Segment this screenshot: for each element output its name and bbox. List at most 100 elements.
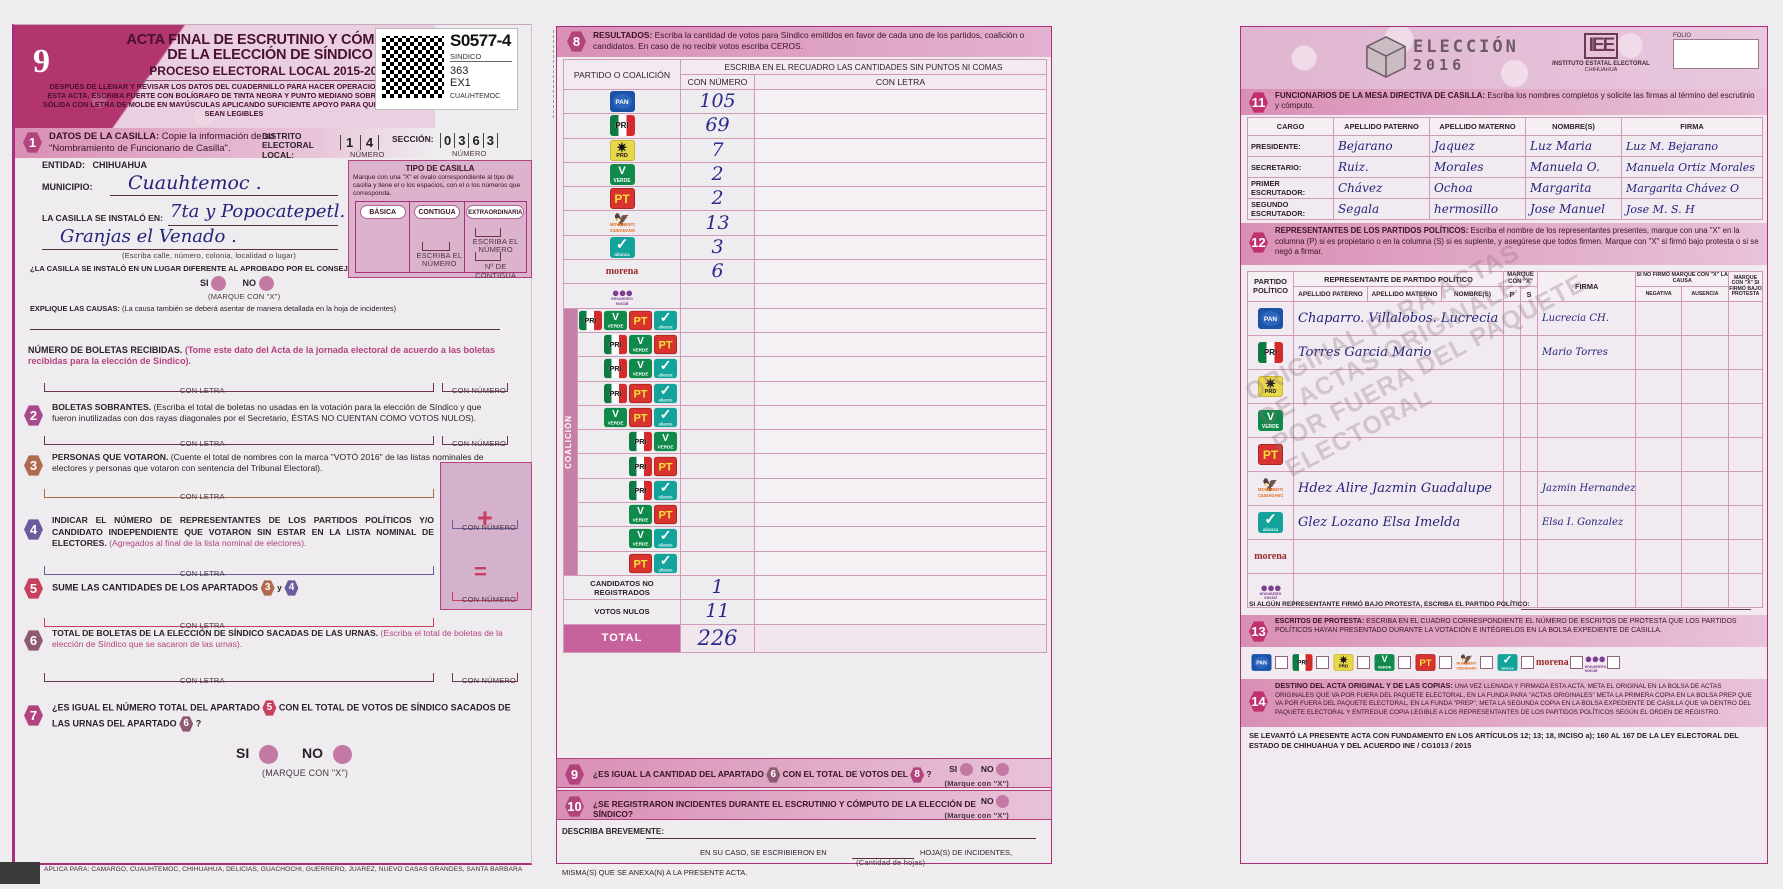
rep-p-7[interactable] [1503, 539, 1521, 574]
rep-p-3[interactable] [1503, 403, 1521, 438]
party-votes-6[interactable]: 3 [680, 234, 755, 261]
rep-ausencia-4[interactable] [1680, 437, 1730, 472]
diferente-si-oval[interactable] [211, 276, 227, 291]
section10-no-oval[interactable] [996, 795, 1009, 808]
tipo-option-extraordinaria[interactable]: EXTRAORDINARIA ESCRIBA EL NÚMERO Nº DE C… [465, 202, 526, 280]
votos-nulos-letra[interactable] [754, 599, 1047, 625]
item3-numero-field[interactable] [452, 520, 518, 529]
party-votes-1[interactable]: 69 [680, 113, 755, 139]
protest-count-box-es[interactable] [1607, 655, 1621, 669]
official-materno-0[interactable]: Jaquez [1429, 135, 1526, 157]
coalition-votes-2[interactable] [680, 356, 755, 382]
protest-count-box-prd[interactable] [1357, 655, 1370, 669]
rep-s-4[interactable] [1520, 437, 1538, 472]
protest-party-input[interactable] [1521, 599, 1751, 610]
no-registrados-letra[interactable] [754, 574, 1047, 601]
official-paterno-1[interactable]: Ruiz. [1333, 156, 1430, 178]
rep-negativa-0[interactable] [1635, 301, 1682, 336]
official-firma-1[interactable]: Manuela Ortiz Morales [1621, 156, 1763, 178]
coalition-letras-4[interactable] [754, 404, 1047, 431]
item0-numero-field[interactable] [442, 383, 508, 392]
rep-negativa-8[interactable] [1635, 573, 1682, 608]
tipo-option-basica[interactable]: BÁSICA [356, 202, 411, 272]
rep-name-6[interactable]: Glez Lozano Elsa Imelda [1293, 505, 1504, 540]
item4-letra-field[interactable] [44, 618, 434, 627]
protest-count-box-verde[interactable] [1398, 655, 1411, 669]
rep-p-6[interactable] [1503, 505, 1521, 540]
section-7-si-no[interactable]: SI NO [236, 745, 352, 764]
rep-ausencia-2[interactable] [1680, 369, 1730, 404]
diferente-no-oval[interactable] [258, 276, 274, 291]
item5-numero-field[interactable] [452, 673, 518, 682]
rep-name-7[interactable] [1293, 539, 1504, 574]
total-numero[interactable]: 226 [680, 623, 755, 653]
tipo-option-basica-oval[interactable]: BÁSICA [359, 205, 406, 219]
official-materno-1[interactable]: Morales [1429, 156, 1526, 178]
rep-s-3[interactable] [1520, 403, 1538, 438]
rep-p-0[interactable] [1503, 301, 1521, 336]
party-letras-2[interactable] [754, 137, 1047, 163]
describa-input[interactable] [646, 826, 1036, 839]
item2-letra-field[interactable] [44, 489, 434, 498]
coalition-letras-1[interactable] [754, 331, 1047, 358]
item0-letra-field[interactable] [44, 383, 434, 392]
rep-ausencia-0[interactable] [1680, 301, 1730, 336]
official-nombres-3[interactable]: Jose Manuel [1525, 198, 1622, 220]
hojas-input[interactable] [852, 847, 914, 859]
rep-ausencia-1[interactable] [1680, 335, 1730, 370]
coalition-letras-6[interactable] [754, 453, 1047, 479]
official-materno-3[interactable]: hermosillo [1429, 198, 1526, 220]
coalition-votes-5[interactable] [680, 429, 755, 455]
rep-s-2[interactable] [1520, 369, 1538, 404]
rep-bajo-protesta-8[interactable] [1728, 573, 1763, 608]
rep-name-5[interactable]: Hdez Alire Jazmin Guadalupe [1293, 471, 1504, 506]
official-materno-2[interactable]: Ochoa [1429, 177, 1526, 199]
rep-firma-2[interactable] [1536, 369, 1637, 404]
official-nombres-1[interactable]: Manuela O. [1525, 156, 1622, 178]
party-letras-4[interactable] [754, 186, 1047, 212]
protest-count-box-na[interactable] [1521, 655, 1534, 669]
rep-negativa-7[interactable] [1635, 539, 1682, 574]
coalition-votes-8[interactable] [680, 502, 755, 528]
coalition-letras-8[interactable] [754, 502, 1047, 528]
section9-si-oval[interactable] [959, 763, 973, 776]
section7-si-oval[interactable] [259, 745, 279, 764]
protest-count-box-mc[interactable] [1480, 655, 1493, 669]
coalition-votes-0[interactable] [680, 307, 755, 333]
protest-count-box-pan[interactable] [1275, 655, 1288, 669]
no-registrados-numero[interactable]: 1 [680, 574, 755, 601]
party-letras-7[interactable] [754, 259, 1047, 285]
section7-no-oval[interactable] [332, 745, 352, 764]
rep-negativa-6[interactable] [1635, 505, 1682, 540]
total-letra[interactable] [754, 623, 1047, 653]
item5-letra-field[interactable] [44, 673, 434, 682]
rep-name-8[interactable] [1293, 573, 1504, 608]
rep-name-1[interactable]: Torres Garcia Mario [1293, 335, 1504, 370]
rep-ausencia-7[interactable] [1680, 539, 1730, 574]
rep-name-2[interactable] [1293, 369, 1504, 404]
rep-s-0[interactable] [1520, 301, 1538, 336]
official-paterno-0[interactable]: Bejarano [1333, 135, 1430, 157]
official-nombres-0[interactable]: Luz Maria [1525, 135, 1622, 157]
rep-firma-1[interactable]: Mario Torres [1536, 335, 1637, 370]
tipo-option-extra-oval[interactable]: EXTRAORDINARIA [466, 205, 525, 219]
coalition-votes-1[interactable] [680, 331, 755, 358]
coalition-votes-7[interactable] [680, 477, 755, 504]
party-letras-0[interactable] [754, 88, 1047, 115]
rep-bajo-protesta-1[interactable] [1728, 335, 1763, 370]
party-votes-8[interactable] [680, 283, 755, 309]
rep-p-2[interactable] [1503, 369, 1521, 404]
rep-name-0[interactable]: Chaparro. Villalobos. Lucrecia [1293, 301, 1504, 336]
rep-ausencia-5[interactable] [1680, 471, 1730, 506]
folio-input[interactable] [1673, 39, 1759, 69]
protest-count-box-pri[interactable] [1316, 655, 1329, 669]
rep-bajo-protesta-5[interactable] [1728, 471, 1763, 506]
rep-firma-4[interactable] [1536, 437, 1637, 472]
coalition-votes-9[interactable] [680, 526, 755, 552]
party-letras-8[interactable] [754, 283, 1047, 309]
item1-letra-field[interactable] [44, 436, 434, 445]
official-nombres-2[interactable]: Margarita [1525, 177, 1622, 199]
diferente-si-no[interactable]: SI NO [200, 276, 274, 291]
rep-name-4[interactable] [1293, 437, 1504, 472]
